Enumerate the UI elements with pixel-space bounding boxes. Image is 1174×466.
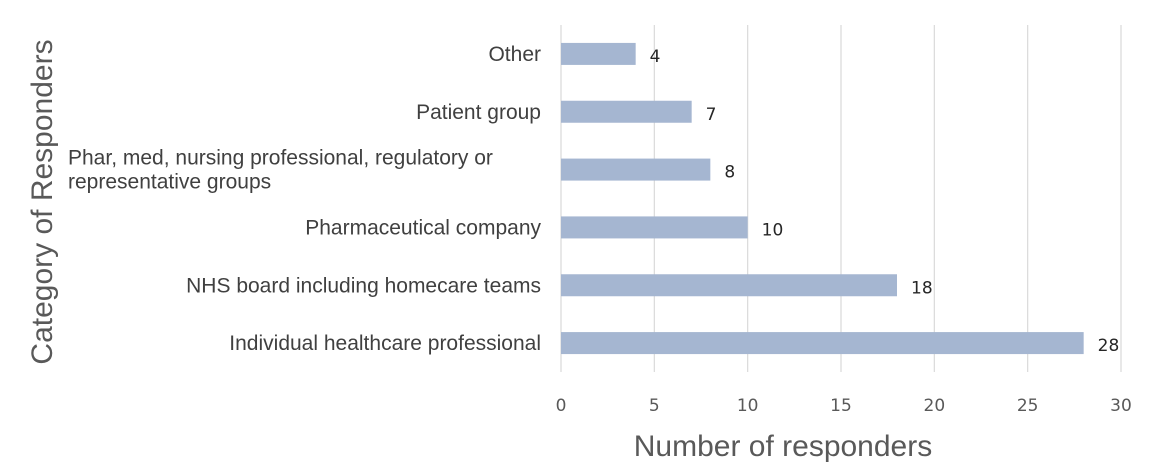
category-label: Patient group — [416, 101, 541, 124]
x-tick-label: 30 — [1110, 396, 1132, 416]
bar-0 — [561, 42, 636, 65]
x-tick-label: 10 — [737, 396, 759, 416]
data-label: 10 — [762, 220, 784, 240]
gridlines — [560, 25, 1122, 372]
data-label: 4 — [650, 47, 661, 67]
x-tick-label: 15 — [830, 396, 852, 416]
x-tick-labels: 0 5 10 15 20 25 30 — [556, 396, 1132, 416]
bar-3 — [561, 216, 748, 239]
data-label: 8 — [724, 163, 735, 183]
category-label: Other — [488, 43, 541, 66]
bar-1 — [561, 100, 692, 123]
category-label: Individual healthcare professional — [229, 332, 541, 355]
category-labels: Other Patient group Phar, med, nursing pro… — [68, 43, 541, 355]
bar-2 — [561, 158, 711, 181]
bar-4 — [561, 274, 897, 297]
x-tick-label: 0 — [556, 396, 567, 416]
data-label: 28 — [1098, 336, 1120, 356]
bar-5 — [561, 332, 1084, 355]
bars — [561, 42, 1084, 355]
y-axis-title: Category of Responders — [26, 39, 59, 364]
category-label: Phar, med, nursing professional, regulat… — [68, 147, 493, 194]
x-tick-label: 25 — [1017, 396, 1039, 416]
x-tick-label: 5 — [649, 396, 660, 416]
category-label: Pharmaceutical company — [305, 216, 541, 239]
x-axis-title: Number of responders — [634, 430, 932, 463]
data-labels: 4 7 8 10 18 28 — [650, 47, 1120, 356]
category-label: NHS board including homecare teams — [186, 274, 541, 297]
data-label: 7 — [706, 105, 717, 125]
x-tick-label: 20 — [924, 396, 946, 416]
data-label: 18 — [911, 278, 933, 298]
